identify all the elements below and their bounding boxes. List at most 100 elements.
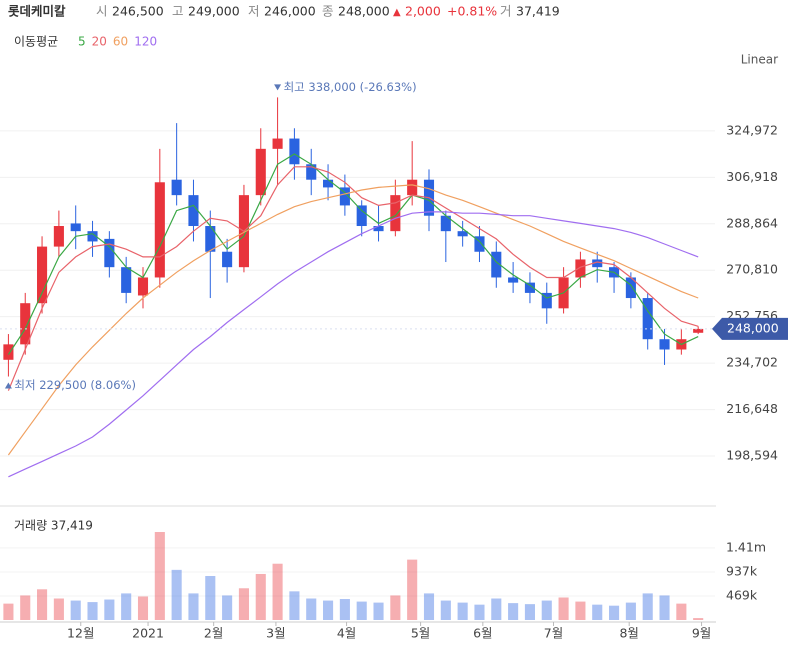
x-tick-label: 12월 (67, 626, 94, 641)
volume-bar (373, 602, 384, 620)
moving-average-line (7, 153, 699, 355)
y-tick-label: 198,594 (726, 448, 778, 463)
scale-label[interactable]: Linear (741, 53, 778, 67)
candle-body (154, 182, 165, 278)
volume-bar (171, 569, 182, 620)
value: 37,419 (516, 4, 560, 19)
y-tick-label: 937k (726, 564, 758, 579)
x-tick-label: 6월 (473, 626, 492, 641)
candle-body (491, 251, 502, 278)
low-annotation: 최저 229,500 (8.06%) (14, 378, 136, 392)
high-marker (274, 84, 282, 91)
volume-bar (423, 593, 435, 620)
candle-body (323, 179, 334, 188)
candle-body (272, 138, 283, 149)
volume-bar (575, 601, 586, 620)
legend-entry: 120 (134, 35, 157, 49)
candle-body (306, 164, 317, 180)
candle-body (53, 226, 64, 247)
x-tick-label: 7월 (544, 626, 563, 641)
volume-bar (154, 532, 165, 620)
label: 고 (172, 4, 184, 19)
volume-bar (238, 588, 249, 620)
volume-bar (676, 603, 687, 620)
volume-bar (289, 591, 300, 620)
volume-bar (390, 595, 401, 620)
high-annotation: 최고 338,000 (-26.63%) (284, 80, 417, 94)
volume-bar (625, 602, 636, 620)
volume-bar (137, 596, 149, 620)
volume-bar (20, 595, 31, 620)
x-tick-label: 4월 (337, 626, 356, 641)
volume-bar (3, 603, 14, 620)
candle-body (104, 238, 115, 268)
legend-title: 이동평균 (14, 35, 58, 49)
volume-bar (356, 601, 367, 620)
volume-title: 거래량 37,419 (14, 519, 93, 533)
candle-body (20, 303, 31, 345)
candle-body (121, 267, 132, 293)
last-price-label: 248,000 (727, 320, 779, 335)
volume-bar (659, 595, 670, 620)
last-price-tag (712, 317, 788, 340)
volume-bar (306, 598, 317, 620)
y-tick-label: 1.41m (726, 539, 766, 554)
candle-body (205, 226, 216, 252)
low-marker (4, 382, 12, 389)
candle-body (390, 195, 401, 232)
volume-bar (524, 604, 535, 620)
change-pct: +0.81% (447, 4, 497, 19)
candle-body (524, 282, 535, 293)
volume-bar (104, 599, 115, 620)
moving-average-line (7, 184, 699, 456)
candle-body (3, 344, 14, 360)
candle-body (457, 231, 468, 237)
header: 롯데케미칼 시 246,500 고 249,000 저 246,000 종 24… (8, 4, 560, 19)
candle-body (356, 205, 367, 227)
volume-bar (541, 600, 552, 620)
candle-body (289, 138, 300, 165)
candle-body (37, 246, 48, 304)
volume-bar (558, 597, 569, 620)
x-tick-label: 2021 (132, 626, 164, 641)
candle-body (659, 339, 670, 350)
y-tick-label: 288,864 (726, 215, 778, 230)
volume-bar (205, 576, 216, 620)
candle-body (508, 277, 519, 283)
volume-bar (272, 563, 283, 620)
candle-body (642, 298, 653, 340)
volume-bar (53, 598, 64, 620)
volume-bar (222, 595, 233, 620)
volume-bar (693, 618, 704, 620)
value: 246,000 (264, 4, 316, 19)
candle-body (255, 148, 266, 196)
candle-body (693, 328, 704, 333)
change-sign: ▲ (393, 7, 401, 18)
x-tick-label: 5월 (411, 626, 430, 641)
value: 249,000 (188, 4, 240, 19)
label: 종 (322, 4, 334, 19)
x-tick-label: 9월 (692, 626, 711, 641)
volume-bar (508, 603, 519, 620)
volume-bar (457, 602, 468, 620)
change: 2,000 (405, 4, 441, 19)
y-tick-label: 324,972 (726, 122, 778, 137)
y-tick-label: 306,918 (726, 169, 778, 184)
x-tick-label: 2월 (204, 626, 223, 641)
candle-body (188, 195, 199, 227)
stock-name: 롯데케미칼 (8, 4, 66, 19)
candle-body (440, 215, 451, 232)
volume-bar (188, 593, 199, 620)
candle-body (407, 179, 418, 196)
volume-bar (323, 600, 334, 620)
y-tick-label: 216,648 (726, 401, 778, 416)
volume-bar (642, 593, 653, 620)
volume-bar (37, 589, 48, 620)
volume-bar (339, 599, 350, 620)
candle-body (222, 251, 233, 268)
moving-average-line (8, 211, 699, 478)
volume-bar (609, 605, 620, 620)
candle-body (474, 236, 485, 252)
moving-average-line (7, 166, 699, 391)
